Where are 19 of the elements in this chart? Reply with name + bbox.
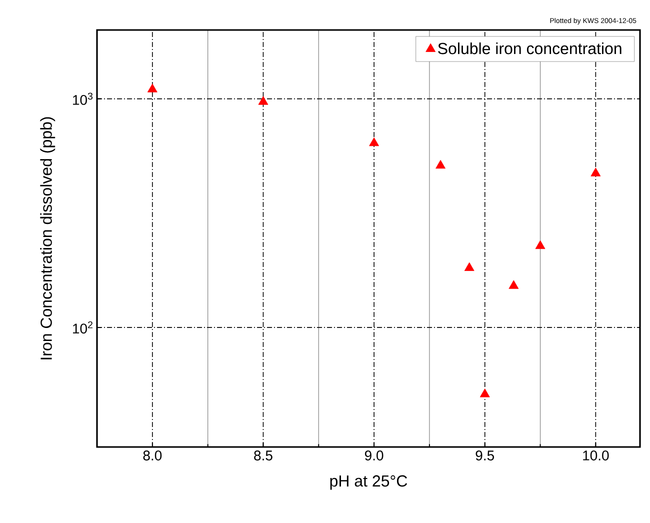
x-tick-label: 9.0 bbox=[364, 450, 384, 460]
point bbox=[590, 168, 601, 176]
point bbox=[147, 84, 158, 92]
x-tick-label: 10.0 bbox=[583, 450, 609, 460]
point bbox=[436, 160, 446, 169]
x-tick-label: 8.0 bbox=[143, 450, 162, 460]
x-tick-label: 9.5 bbox=[476, 450, 494, 460]
point bbox=[480, 388, 490, 398]
y-axis-title: Iron Concentration dissolved (ppb) bbox=[40, 117, 56, 360]
point bbox=[369, 137, 380, 146]
point bbox=[258, 96, 268, 105]
y-tick-label: 10$^{2}$ bbox=[73, 321, 92, 334]
x-axis-title: pH at 25°C bbox=[330, 475, 408, 490]
y-tick-label: 10$^{3}$ bbox=[73, 92, 93, 105]
legend-label: Soluble iron concentration bbox=[438, 42, 622, 54]
x-tick-label: 8.5 bbox=[254, 450, 272, 460]
point bbox=[464, 262, 474, 271]
point bbox=[508, 280, 519, 289]
point bbox=[535, 240, 546, 249]
